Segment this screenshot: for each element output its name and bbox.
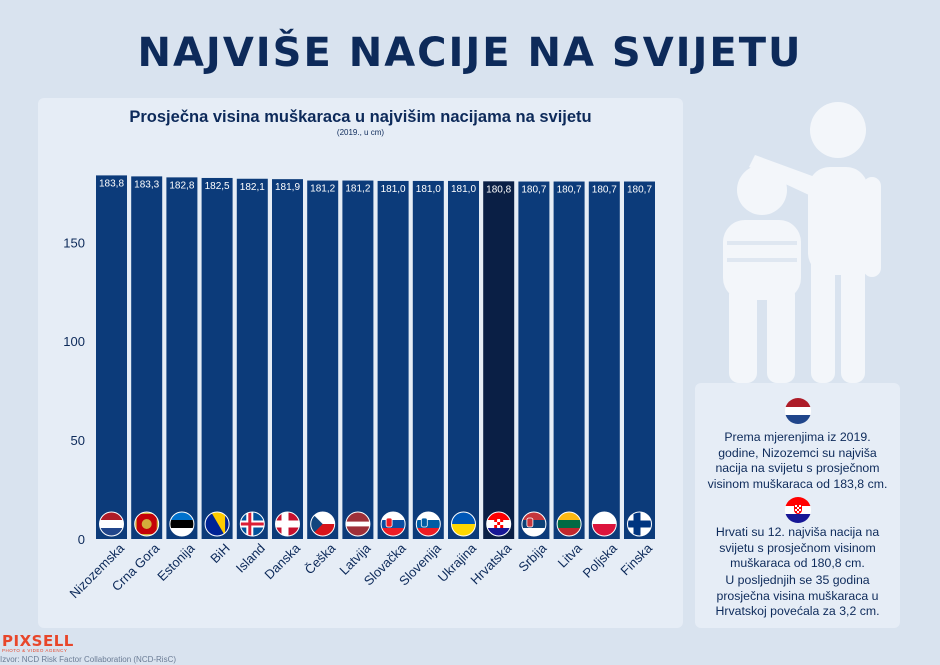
value-label: 181,0 (451, 184, 476, 195)
chart-title: Prosječna visina muškaraca u najvišim na… (129, 108, 592, 126)
bar-4 (236, 178, 268, 539)
value-label: 180,7 (627, 185, 652, 196)
bar-12 (518, 181, 550, 539)
value-label: 180,7 (521, 185, 546, 196)
netherlands-flag-icon (99, 511, 124, 537)
flag-ring (591, 511, 617, 537)
category-label: Srbija (515, 540, 550, 575)
flag-ring (204, 511, 230, 537)
logo-name: PIXSELL (2, 632, 74, 650)
category-label: BiH (207, 541, 232, 566)
value-label: 183,8 (99, 178, 124, 189)
finland-flag-icon (627, 511, 652, 537)
bar-14 (588, 181, 620, 539)
flag-ring (169, 511, 195, 537)
denmark-flag-icon (275, 511, 300, 537)
bar-11 (483, 181, 515, 539)
pixsell-logo: PIXSELL PHOTO & VIDEO AGENCY (2, 632, 74, 653)
value-label: 181,0 (416, 184, 441, 195)
chart-subtitle: (2019., u cm) (336, 128, 385, 137)
value-label: 181,2 (345, 184, 370, 195)
slovenia-flag-icon (415, 511, 441, 537)
bar-3 (201, 177, 233, 539)
flag-ring (345, 511, 371, 537)
bar-15 (624, 181, 655, 539)
value-label: 180,8 (486, 184, 511, 195)
value-label: 180,7 (592, 185, 617, 196)
category-label: Danska (261, 540, 303, 582)
bar-2 (166, 177, 198, 540)
bar-1 (131, 176, 163, 540)
croatia-flag-icon (785, 497, 811, 523)
ukraine-flag-icon (451, 511, 476, 537)
bar-5 (272, 179, 303, 539)
bar-8 (377, 180, 409, 539)
flag-ring (521, 511, 547, 537)
lithuania-flag-icon (556, 511, 582, 537)
flag-ring (275, 511, 300, 537)
category-label: Estonija (154, 540, 198, 584)
flag-ring (99, 511, 124, 537)
bar-6 (307, 180, 339, 539)
value-label: 180,7 (557, 185, 582, 196)
netherlands-flag-icon (785, 398, 811, 424)
bih-flag-icon (204, 511, 230, 537)
flag-ring (451, 511, 476, 537)
info-panel: Prema mjerenjima iz 2019. godine, Nizoze… (695, 383, 900, 628)
estonia-flag-icon (169, 511, 195, 537)
iceland-flag-icon (239, 511, 265, 537)
bar-9 (412, 180, 444, 539)
value-label: 181,2 (310, 184, 335, 195)
serbia-flag-icon (521, 511, 547, 537)
value-label: 181,0 (381, 184, 406, 195)
info-text-croatia: Hrvati su 12. najviša nacija na svijetu … (715, 525, 880, 570)
bar-0 (96, 175, 127, 539)
flag-ring (415, 511, 441, 537)
y-tick-label: 150 (63, 235, 85, 250)
latvia-flag-icon (345, 511, 371, 537)
montenegro-flag-icon (134, 511, 160, 537)
czechia-flag-icon (310, 511, 336, 537)
category-label: Litva (555, 540, 586, 571)
value-label: 181,9 (275, 182, 300, 193)
y-tick-label: 0 (78, 532, 85, 547)
flag-ring (380, 511, 406, 537)
flag-ring (310, 511, 336, 537)
value-label: 182,1 (240, 182, 265, 193)
category-label: Finska (617, 540, 655, 578)
y-tick-label: 100 (63, 334, 85, 349)
bar-10 (448, 180, 479, 539)
bar-13 (553, 181, 585, 539)
croatia-flag-icon (486, 511, 512, 537)
flag-ring (134, 511, 160, 537)
value-label: 182,8 (169, 180, 194, 191)
poland-flag-icon (591, 511, 617, 537)
info-text-netherlands: Prema mjerenjima iz 2019. godine, Nizoze… (707, 430, 888, 491)
category-label: Češka (302, 540, 339, 577)
flag-ring (239, 511, 265, 537)
flag-ring (627, 511, 652, 537)
y-tick-label: 50 (71, 433, 85, 448)
chart-panel: Prosječna visina muškaraca u najvišim na… (38, 98, 683, 628)
slovakia-flag-icon (380, 511, 406, 537)
flag-ring (556, 511, 582, 537)
source-note: Izvor: NCD Risk Factor Collaboration (NC… (0, 655, 177, 664)
bar-7 (342, 180, 374, 539)
value-label: 183,3 (134, 179, 159, 190)
page-title: NAJVIŠE NACIJE NA SVIJETU (137, 30, 803, 76)
people-silhouette-icon (723, 102, 881, 383)
logo-tagline: PHOTO & VIDEO AGENCY (2, 648, 68, 653)
flag-ring (486, 511, 512, 537)
info-text-growth: U posljednjih se 35 godina prosječna vis… (715, 573, 880, 618)
value-label: 182,5 (205, 181, 230, 192)
category-label: Poljska (580, 540, 621, 581)
